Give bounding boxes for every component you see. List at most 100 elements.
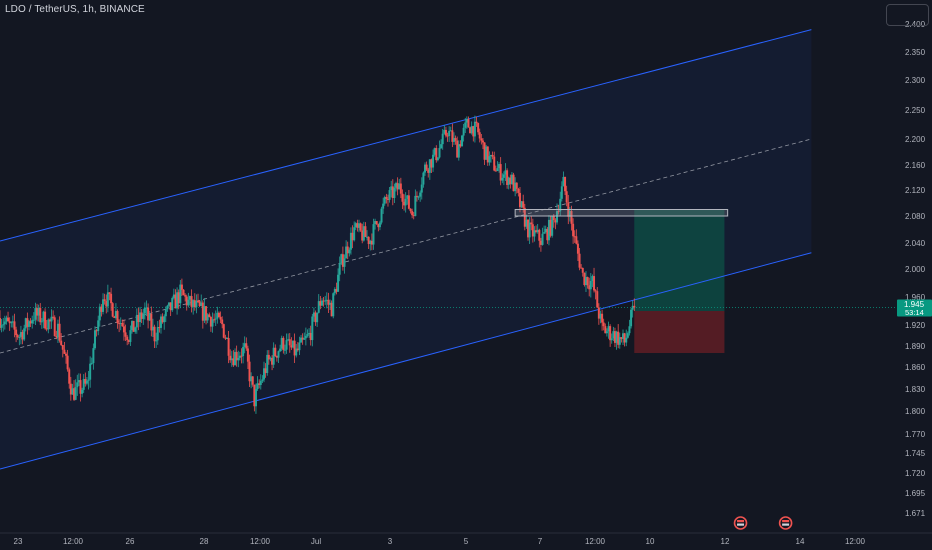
candle-body bbox=[0, 318, 1, 328]
candle-body bbox=[446, 135, 449, 137]
candle-body bbox=[169, 302, 172, 311]
candle-body bbox=[74, 387, 77, 400]
candle-body bbox=[61, 344, 64, 350]
candle-body bbox=[291, 340, 294, 348]
candle-body bbox=[481, 140, 484, 143]
candle-body bbox=[269, 357, 272, 360]
candle-body bbox=[274, 347, 277, 356]
candle-body bbox=[602, 322, 605, 327]
event-flag-icon[interactable] bbox=[778, 516, 793, 530]
take-profit-zone[interactable] bbox=[634, 209, 725, 312]
candle-body bbox=[562, 176, 565, 187]
candle-body bbox=[185, 296, 188, 306]
price-tick-label: 2.250 bbox=[905, 106, 926, 115]
candle-body bbox=[31, 320, 34, 324]
candle-body bbox=[462, 127, 465, 136]
candle-body bbox=[317, 301, 320, 313]
candle-body bbox=[478, 132, 481, 139]
candle-body bbox=[164, 309, 167, 317]
candle-body bbox=[448, 130, 451, 137]
currency-unit-box[interactable] bbox=[886, 4, 929, 26]
time-tick-label: 23 bbox=[14, 537, 23, 546]
channel-upper-line[interactable] bbox=[0, 29, 812, 242]
event-flag-stripe bbox=[737, 520, 745, 523]
candle-body bbox=[177, 292, 180, 304]
candle-body bbox=[2, 324, 5, 326]
candle-body bbox=[32, 319, 35, 321]
candle-body bbox=[325, 299, 328, 301]
candle-body bbox=[21, 332, 24, 340]
event-flag-icon[interactable] bbox=[733, 516, 748, 530]
candle-body bbox=[190, 296, 193, 307]
candle-body bbox=[234, 351, 237, 366]
candle-body bbox=[98, 306, 101, 321]
stop-loss-zone[interactable] bbox=[634, 311, 725, 353]
candle-body bbox=[547, 219, 550, 241]
candle-body bbox=[267, 354, 270, 360]
candle-body bbox=[93, 330, 96, 349]
candle-body bbox=[528, 222, 531, 238]
resistance-zone[interactable] bbox=[514, 209, 729, 217]
candle-body bbox=[298, 342, 301, 351]
candle-body bbox=[171, 297, 174, 311]
candle-body bbox=[588, 285, 591, 290]
candle-body bbox=[253, 384, 256, 407]
candle-body bbox=[314, 312, 317, 323]
price-tick-label: 1.960 bbox=[905, 293, 926, 302]
candle-body bbox=[134, 327, 137, 332]
candle-body bbox=[414, 195, 417, 216]
candle-body bbox=[514, 182, 517, 192]
candle-body bbox=[39, 307, 42, 323]
candle-body bbox=[465, 119, 468, 123]
candle-body bbox=[483, 142, 486, 160]
candle-body bbox=[374, 221, 377, 225]
candle-body bbox=[591, 276, 594, 281]
candle-body bbox=[311, 316, 314, 341]
candle-body bbox=[259, 380, 262, 385]
candle-body bbox=[258, 383, 261, 385]
candle-body bbox=[277, 351, 280, 358]
candle-body bbox=[92, 348, 95, 364]
candle-body bbox=[37, 307, 40, 316]
candle-body bbox=[248, 361, 251, 382]
candle-body bbox=[461, 135, 464, 147]
channel-lower-line[interactable] bbox=[0, 252, 812, 470]
price-tick-label: 1.671 bbox=[905, 509, 926, 518]
candle-body bbox=[596, 291, 599, 308]
candle-body bbox=[575, 236, 578, 244]
candle-body bbox=[245, 343, 248, 349]
candle-body bbox=[5, 317, 8, 322]
candle-body bbox=[66, 355, 69, 370]
candle-body bbox=[106, 292, 109, 307]
candle-body bbox=[84, 379, 87, 384]
candle-body bbox=[301, 337, 304, 340]
candle-body bbox=[432, 154, 435, 168]
candle-body bbox=[246, 348, 249, 362]
candle-body bbox=[135, 314, 138, 328]
candle-body bbox=[390, 186, 393, 191]
candle-body bbox=[251, 376, 254, 385]
candle-body bbox=[42, 311, 45, 322]
candle-body bbox=[40, 321, 43, 323]
candle-body bbox=[140, 312, 143, 319]
candle-body bbox=[192, 300, 195, 307]
candle-body bbox=[496, 168, 499, 172]
candle-body bbox=[47, 319, 50, 330]
candle-body bbox=[266, 354, 269, 373]
candle-body bbox=[623, 333, 626, 343]
candle-body bbox=[522, 201, 525, 208]
candle-body bbox=[151, 326, 154, 331]
bar-countdown: 53:14 bbox=[905, 308, 924, 317]
candle-body bbox=[467, 119, 470, 128]
candle-body bbox=[122, 326, 125, 333]
candle-body bbox=[283, 349, 286, 351]
candle-body bbox=[396, 183, 399, 190]
candle-body bbox=[44, 311, 47, 329]
candle-body bbox=[441, 133, 444, 145]
candle-body bbox=[222, 324, 225, 338]
candle-body bbox=[491, 154, 494, 157]
candle-body bbox=[296, 348, 299, 351]
candle-body bbox=[576, 243, 579, 254]
